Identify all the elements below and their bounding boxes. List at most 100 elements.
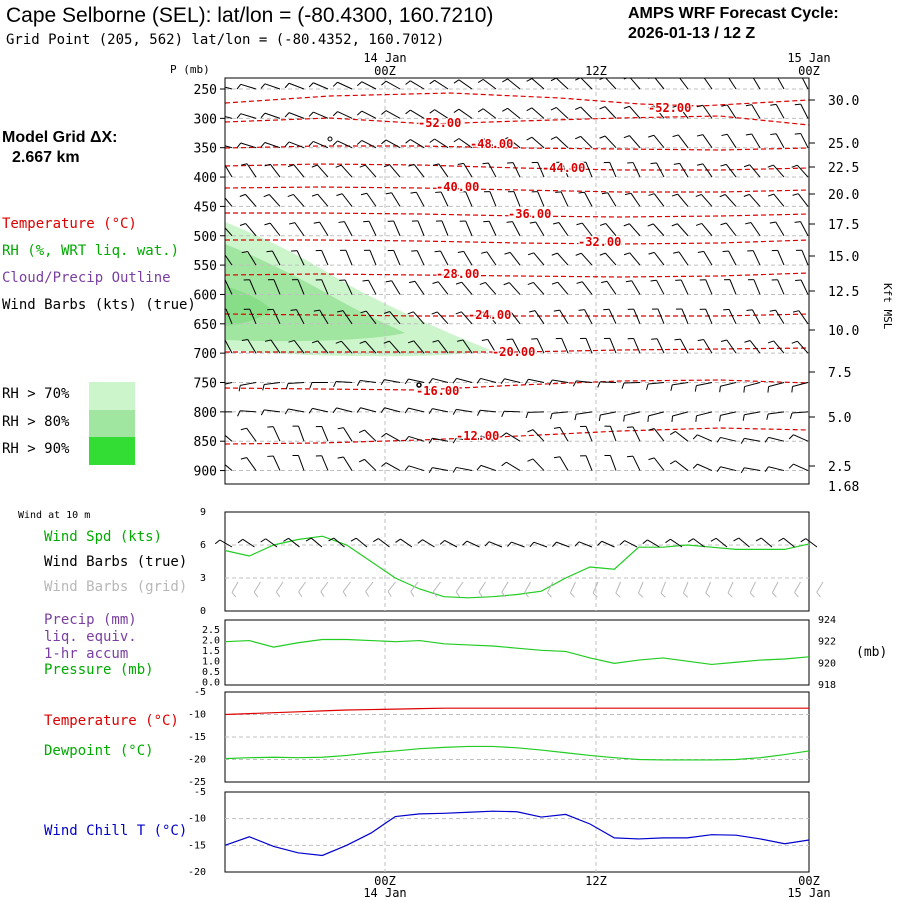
barb-staff xyxy=(749,340,761,354)
wind-barb-grid xyxy=(231,581,239,598)
wind-barb xyxy=(553,456,569,471)
wind-barb xyxy=(550,136,569,149)
barb-flag xyxy=(453,108,460,113)
barb-flag xyxy=(669,430,676,435)
barb-flag xyxy=(477,137,484,142)
wind-barb xyxy=(576,281,593,295)
height-axis: 30.0 25.0 22.5 20.0 17.5 15.0 12.5 10.0 7.5 5.0 2.… xyxy=(809,94,859,495)
barb-flag xyxy=(479,311,486,314)
barb-flag xyxy=(716,466,721,473)
wind-barb xyxy=(740,437,761,444)
barb-staff xyxy=(561,162,569,178)
barb-staff xyxy=(629,78,641,90)
wind-barb xyxy=(623,105,641,119)
barb-flag xyxy=(356,407,361,413)
barb-staff xyxy=(391,280,401,295)
pressure-tick-label: 350 xyxy=(194,142,217,157)
dewpoint-line xyxy=(224,745,810,761)
wind-barb xyxy=(792,310,809,325)
barb-flag xyxy=(740,438,745,444)
label-precip-2: liq. equiv. xyxy=(44,629,137,645)
barb-staff xyxy=(560,191,569,207)
barb-staff xyxy=(378,538,390,548)
wind-barb xyxy=(238,382,257,392)
wind-barb xyxy=(699,308,713,324)
barb-staff xyxy=(507,78,521,90)
barb-staff xyxy=(800,103,809,119)
barb-staff xyxy=(600,411,617,416)
wind-barb xyxy=(745,222,761,237)
barb-staff xyxy=(368,221,377,236)
wind-barb xyxy=(404,407,425,414)
barb-staff xyxy=(393,220,401,236)
barb-flag xyxy=(477,78,484,83)
barb-staff xyxy=(750,222,761,237)
wind-barb xyxy=(526,107,545,119)
barb-staff xyxy=(463,163,473,178)
barb-flag xyxy=(241,163,248,166)
barb-flag xyxy=(576,281,583,284)
barb-flag xyxy=(308,111,314,117)
barb-staff xyxy=(752,78,761,90)
barb-staff xyxy=(682,581,689,594)
wind-barb xyxy=(650,279,665,295)
barb-staff xyxy=(653,134,665,149)
wind-barb xyxy=(601,192,617,207)
barb-staff xyxy=(801,78,809,90)
wind-barb xyxy=(356,407,377,413)
wind-barb xyxy=(599,252,617,266)
rh-shading xyxy=(225,222,490,357)
barb-staff xyxy=(432,408,449,413)
barb-flag xyxy=(387,591,392,597)
barb-staff xyxy=(738,537,750,548)
barb-flag xyxy=(623,78,629,80)
barb-staff xyxy=(648,382,665,385)
label-pressure: Pressure (mb) xyxy=(44,662,154,678)
barb-flag xyxy=(552,541,557,547)
height-tick-label: 20.0 xyxy=(828,188,859,203)
barb-flag xyxy=(432,339,439,343)
wind-barb xyxy=(381,80,401,90)
barb-staff xyxy=(432,378,449,383)
barb-flag xyxy=(358,458,365,463)
barb-staff xyxy=(269,163,281,178)
wind-barb xyxy=(358,458,377,471)
y-tick-label: 922 xyxy=(818,637,836,648)
wind-barb xyxy=(453,138,473,149)
barb-staff xyxy=(461,311,473,325)
wind-barb xyxy=(527,458,545,471)
wind-barb xyxy=(767,340,785,354)
barb-flag xyxy=(671,193,678,197)
barb-staff xyxy=(533,252,545,266)
barb-flag xyxy=(502,107,508,112)
height-tick-label: 2.5 xyxy=(828,460,851,475)
barb-flag xyxy=(381,80,387,86)
barb-flag xyxy=(217,252,223,253)
barb-flag xyxy=(524,592,529,598)
wind-barb xyxy=(363,220,377,236)
barb-staff xyxy=(501,581,509,593)
barb-flag xyxy=(710,537,717,542)
barb-flag xyxy=(265,339,272,342)
barb-staff xyxy=(321,426,329,442)
barb-flag xyxy=(692,434,698,440)
wind-barb xyxy=(675,279,689,295)
barb-flag xyxy=(372,538,379,543)
barb-flag xyxy=(381,462,387,467)
wind-barb xyxy=(292,425,305,442)
barb-staff xyxy=(728,309,737,325)
barb-staff xyxy=(345,250,353,266)
wind-barb xyxy=(575,106,593,119)
barb-flag xyxy=(599,135,606,139)
barb-flag xyxy=(455,281,462,285)
barb-staff xyxy=(580,136,593,149)
barb-staff xyxy=(608,309,617,325)
wind-barb xyxy=(431,311,449,325)
barb-staff xyxy=(702,163,713,178)
barb-staff xyxy=(798,310,809,325)
surface-panels: 9 6 3 0 2.52.01.51.00.50.0 924 922 920 918 (mb) -5… xyxy=(188,507,887,878)
wind-barb xyxy=(225,227,233,237)
barb-staff xyxy=(288,112,305,119)
barb-staff xyxy=(385,80,401,90)
barb-flag xyxy=(350,537,357,542)
